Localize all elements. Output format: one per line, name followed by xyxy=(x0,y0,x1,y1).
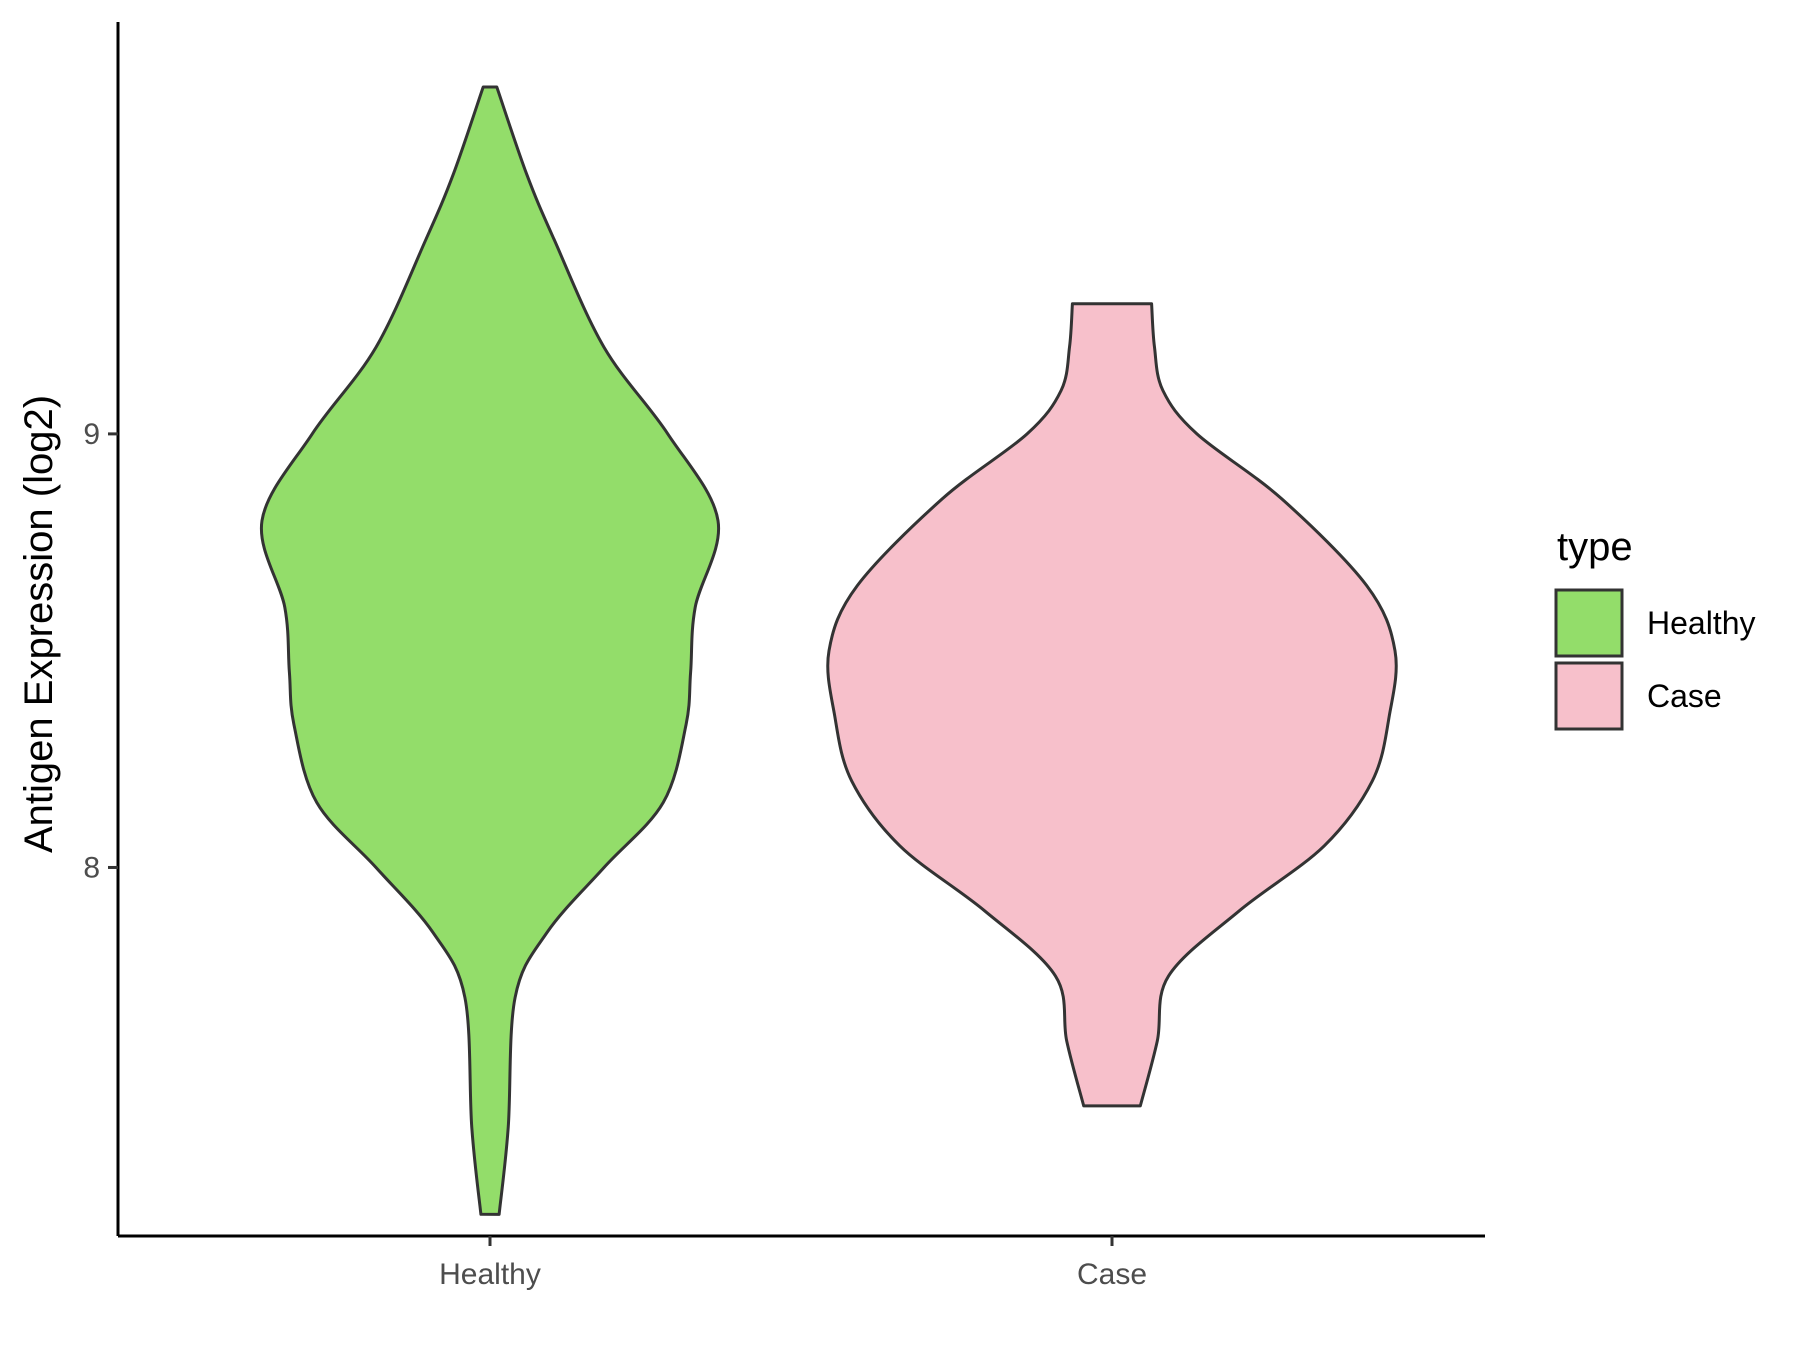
y-tick-label: 9 xyxy=(83,418,100,451)
legend-title: type xyxy=(1557,525,1633,569)
violin-case xyxy=(826,302,1398,1108)
violin-healthy xyxy=(259,85,721,1216)
violin-layer xyxy=(259,85,1398,1216)
legend-key-healthy xyxy=(1554,588,1624,658)
x-axis-ticks: Healthy Case xyxy=(439,1236,1147,1291)
y-tick-label: 8 xyxy=(83,851,100,884)
y-axis-ticks: 89 xyxy=(83,418,118,884)
legend-key-case xyxy=(1554,661,1624,731)
legend-entries: Healthy Case xyxy=(1554,588,1756,731)
x-tick-label: Case xyxy=(1077,1258,1147,1291)
legend-label-healthy: Healthy xyxy=(1647,605,1756,641)
y-axis-title: Antigen Expression (log2) xyxy=(17,395,61,853)
legend-label-case: Case xyxy=(1647,678,1722,714)
legend: type Healthy Case xyxy=(1554,525,1756,731)
x-tick-label: Healthy xyxy=(439,1258,541,1291)
